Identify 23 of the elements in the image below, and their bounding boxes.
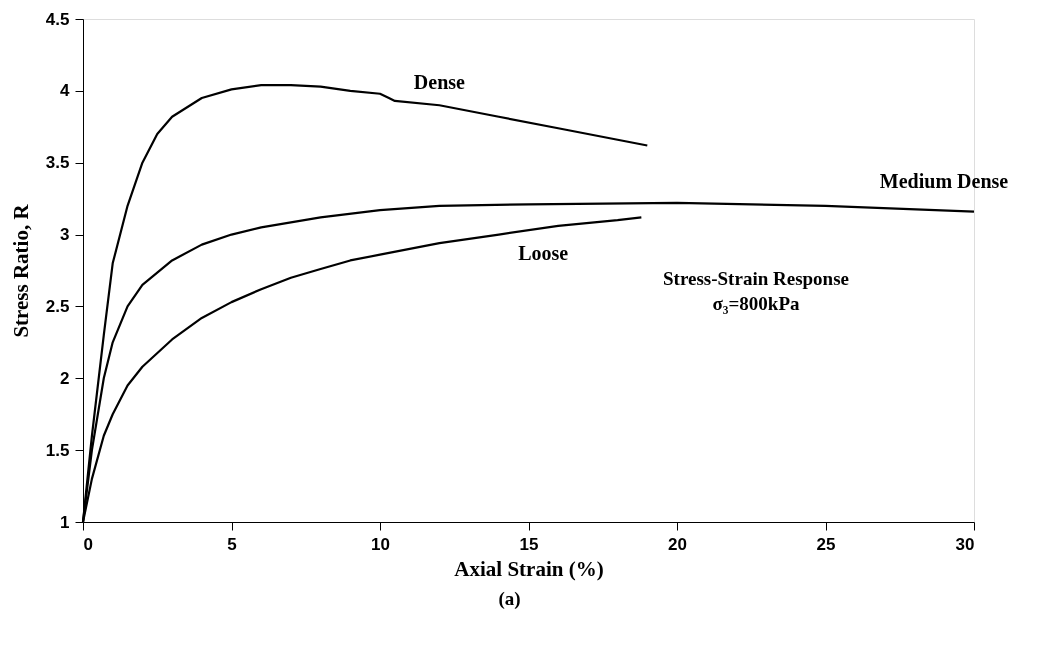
y-tick-label: 2 <box>60 368 70 388</box>
y-tick-label: 1 <box>60 512 70 532</box>
y-tick-label: 3 <box>60 225 70 245</box>
annotation: σ₃=800kPa <box>712 293 801 314</box>
x-tick-label: 5 <box>227 534 237 554</box>
y-tick-label: 2.5 <box>45 296 70 316</box>
text: (a) <box>498 588 521 610</box>
x-tick-label: 20 <box>668 534 687 554</box>
x-tick-label: 30 <box>955 534 975 554</box>
x-tick-label: 15 <box>519 534 539 554</box>
series-label: Medium Dense <box>879 169 1009 192</box>
annotation: Stress-Strain Response <box>663 268 849 289</box>
y-axis-title: Stress Ratio, R <box>8 203 33 338</box>
y-tick-label: 3.5 <box>45 153 70 173</box>
y-tick-label: 1.5 <box>45 440 70 460</box>
series-label: Dense <box>413 71 466 94</box>
y-tick-label: 4 <box>60 81 71 101</box>
y-tick-label: 4.5 <box>45 9 70 29</box>
series-label: Loose <box>518 241 569 264</box>
x-tick-label: 25 <box>816 534 836 554</box>
x-tick-label: 0 <box>83 534 93 554</box>
x-tick-label: 10 <box>371 534 390 554</box>
x-axis-title: Axial Strain (%) <box>454 556 604 581</box>
